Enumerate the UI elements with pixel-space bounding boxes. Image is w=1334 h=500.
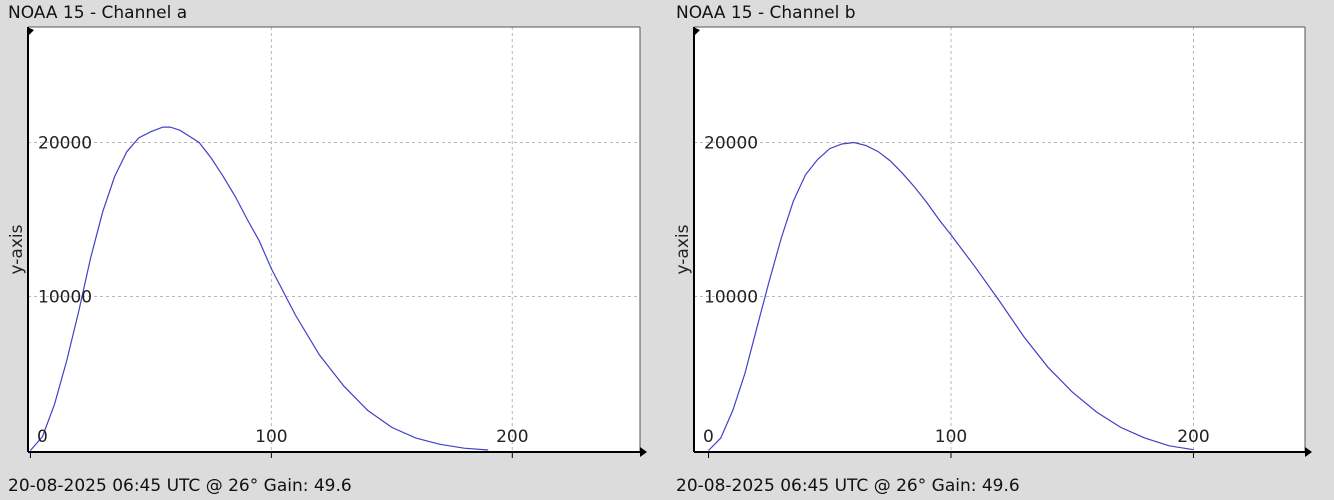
x-tick-label: 100 [255,427,287,447]
plot-area: 0 100 200 10000 20000 y-axis [673,26,1312,458]
series-line [708,141,1194,451]
y-axis-arrow [27,27,34,35]
chart-footer: 20-08-2025 06:45 UTC @ 26° Gain: 49.6 [676,476,1020,496]
y-axis-title: y-axis [7,224,27,274]
y-tick-label: 10000 [38,287,92,307]
x-axis-arrow [1305,447,1312,457]
chart-panel-b: NOAA 15 - Channel b 0 100 200 10000 20000 y-a… [667,0,1334,500]
plot-background [694,27,1305,452]
x-tick-label: 200 [496,427,528,447]
y-axis-title: y-axis [673,224,693,274]
chart-title: NOAA 15 - Channel b [676,3,856,23]
x-tick-label: 0 [703,427,714,447]
plot-background [28,27,640,452]
x-tick-label: 100 [935,427,967,447]
x-tick-label: 200 [1177,427,1209,447]
y-tick-label: 20000 [704,133,758,153]
y-tick-label: 10000 [704,287,758,307]
series-line [29,126,489,451]
y-tick-label: 20000 [38,133,92,153]
plot-area: 0 100 200 10000 20000 y-axis [7,26,647,458]
chart-footer: 20-08-2025 06:45 UTC @ 26° Gain: 49.6 [8,476,352,496]
chart-title: NOAA 15 - Channel a [8,3,188,23]
x-tick-label: 0 [37,427,48,447]
x-axis-arrow [640,447,647,457]
y-axis-arrow [693,27,700,35]
chart-panel-a: NOAA 15 - Channel a 0 100 200 10000 20000 y-a… [0,0,662,500]
